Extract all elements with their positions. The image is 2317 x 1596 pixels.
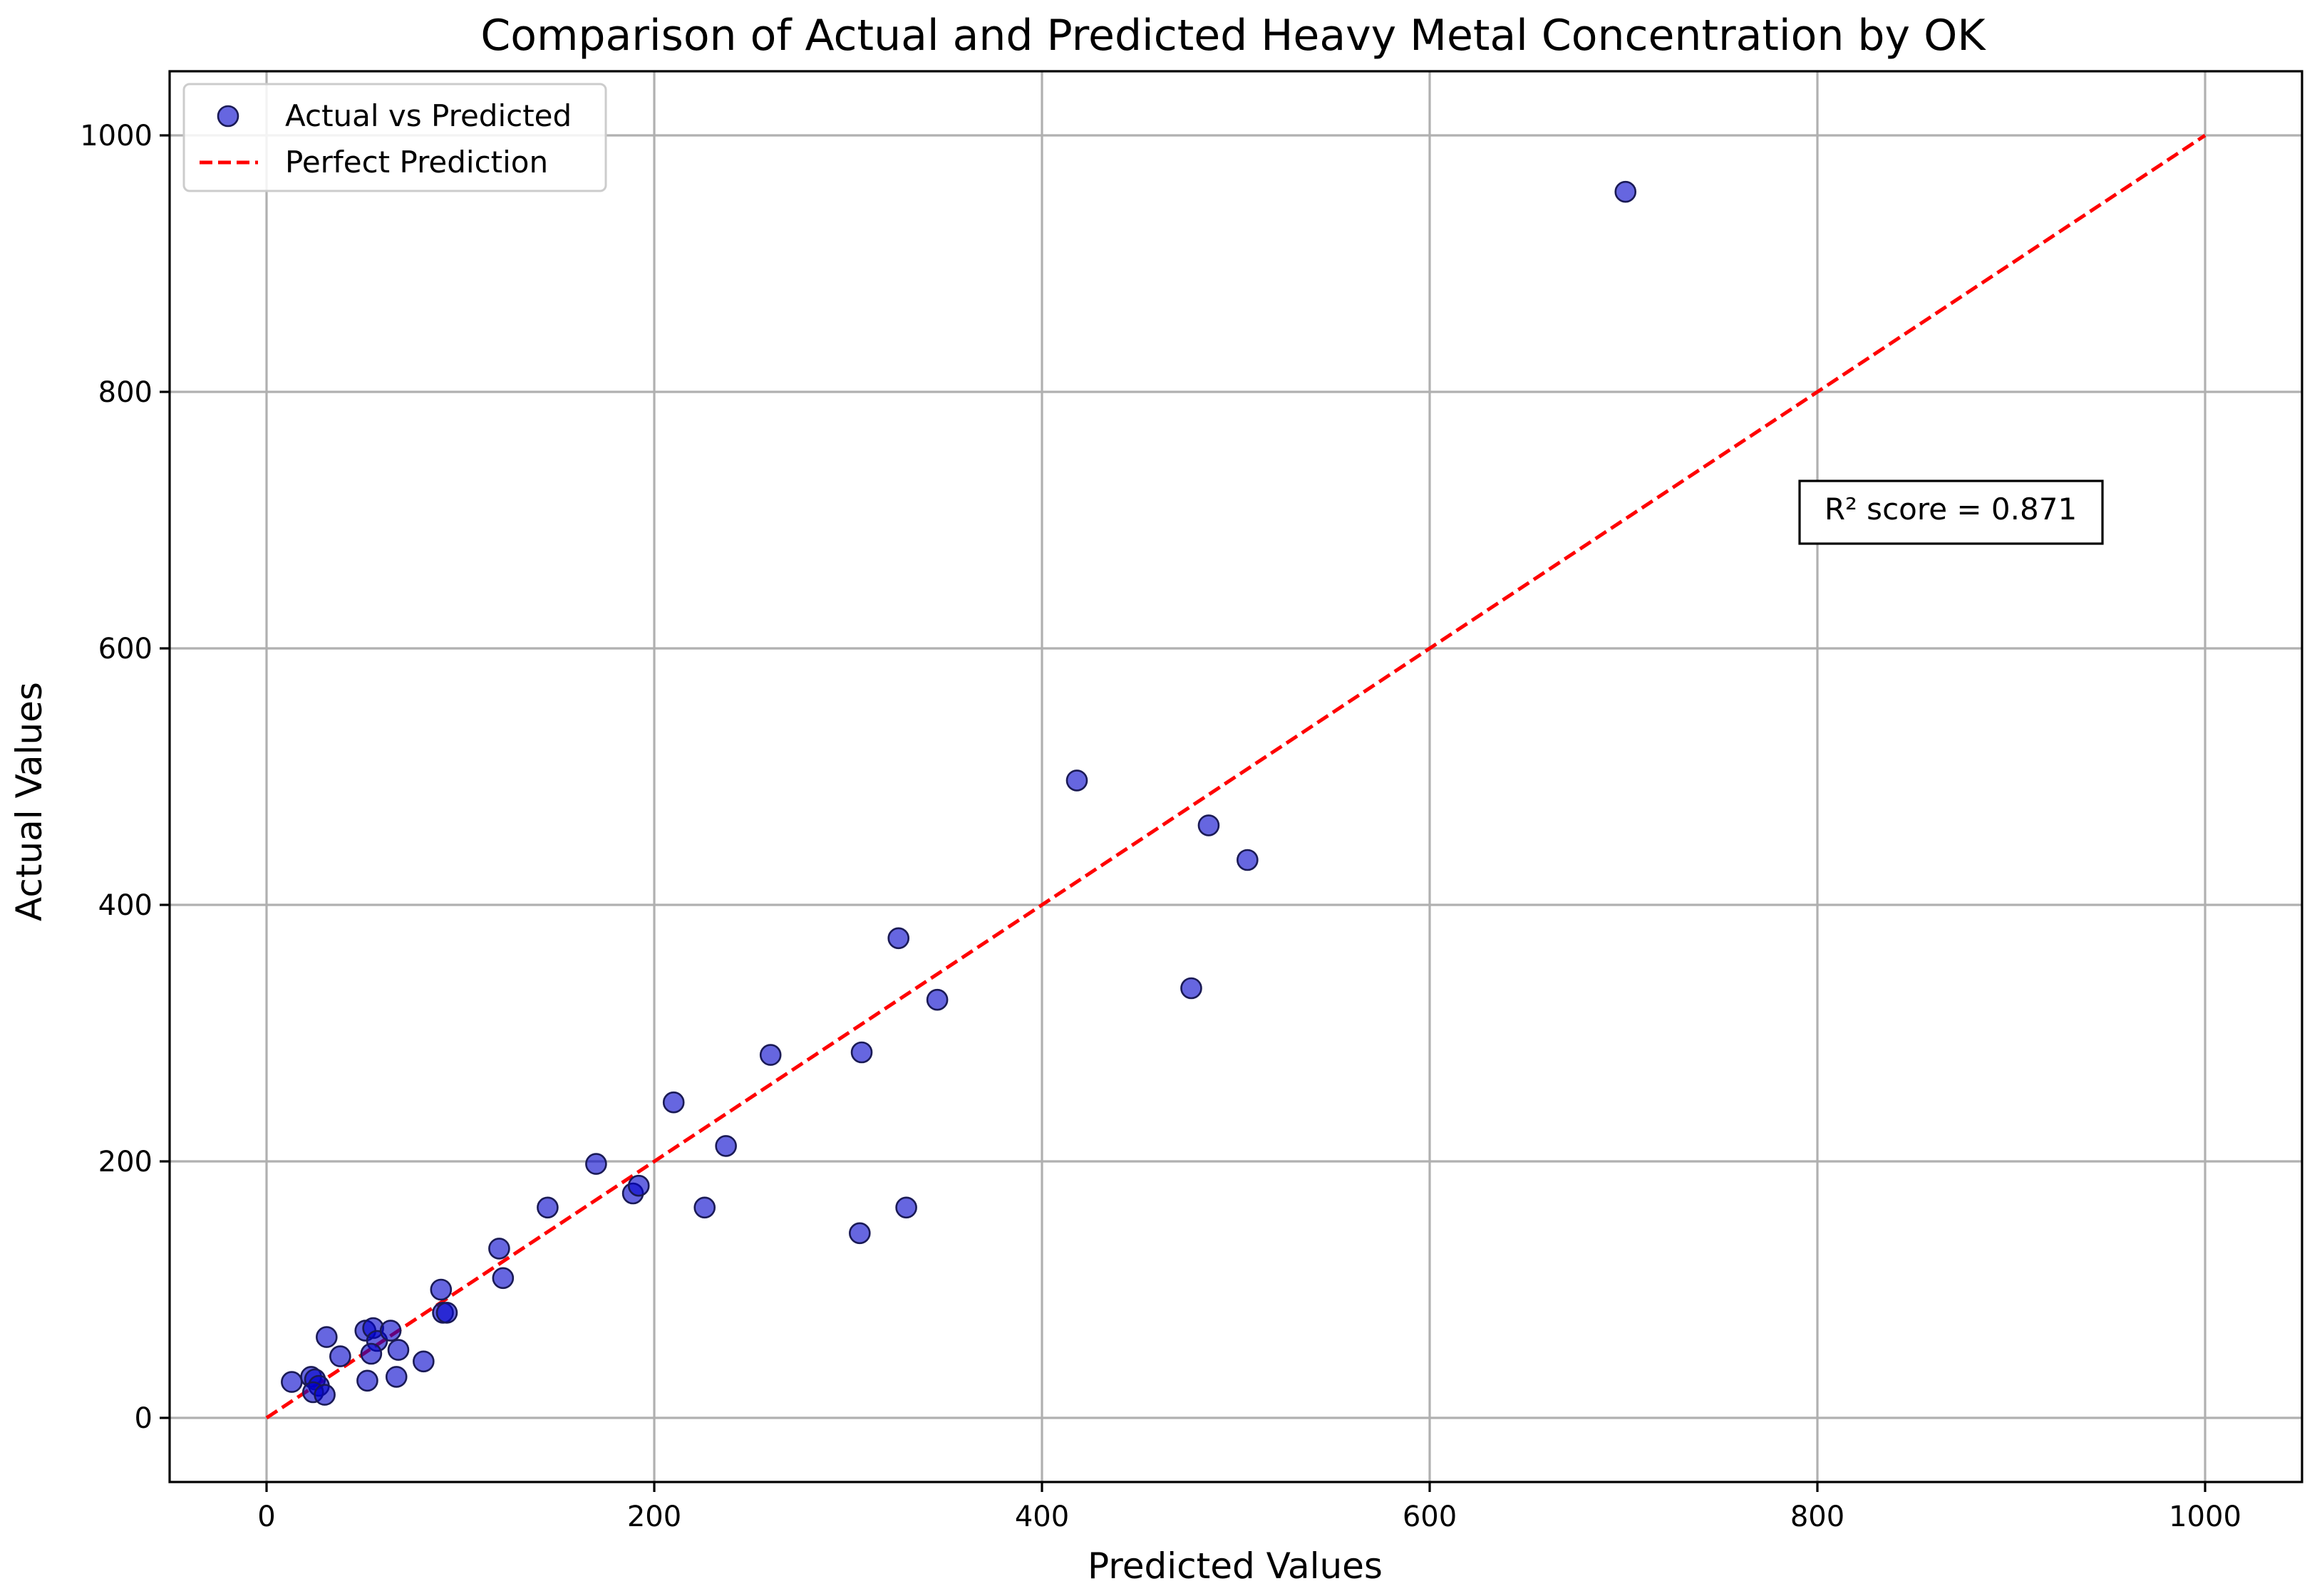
scatter-point [1614, 180, 1637, 203]
legend-label-line: Perfect Prediction [285, 145, 548, 180]
scatter-point [1237, 849, 1259, 871]
scatter-point [715, 1135, 737, 1157]
scatter-point [887, 927, 910, 950]
chart-title: Comparison of Actual and Predicted Heavy… [480, 11, 1986, 61]
x-tick-label: 200 [627, 1501, 681, 1533]
legend: Actual vs Predicted Perfect Prediction [182, 83, 607, 192]
scatter-point [627, 1174, 650, 1197]
annotation-text: R² score = 0.871 [1825, 492, 2077, 527]
scatter-point [1197, 814, 1220, 836]
scatter-point [693, 1196, 716, 1219]
y-tick-label: 0 [135, 1402, 153, 1435]
y-tick-label: 1000 [80, 120, 153, 152]
legend-box [182, 83, 607, 192]
annotation-box [1798, 480, 2104, 545]
scatter-point [379, 1320, 402, 1342]
y-tick-label: 200 [98, 1146, 153, 1178]
scatter-point [316, 1326, 338, 1348]
perfect-prediction-line [265, 133, 2207, 1420]
scatter-point [385, 1366, 408, 1388]
scatter-point [1180, 977, 1202, 1000]
scatter-point [849, 1222, 871, 1245]
x-tick-label: 600 [1403, 1501, 1457, 1533]
x-tick-label: 400 [1015, 1501, 1069, 1533]
scatter-point [585, 1153, 607, 1175]
scatter-point [662, 1091, 685, 1114]
scatter-points [281, 180, 1637, 1406]
scatter-point [926, 988, 949, 1011]
r2-annotation: R² score = 0.871 [1798, 480, 2104, 545]
scatter-point [1065, 770, 1088, 792]
scatter-point [314, 1384, 336, 1406]
scatter-point [329, 1345, 351, 1367]
scatter-point [435, 1302, 458, 1324]
scatter-point [895, 1196, 917, 1219]
y-tick-label: 400 [98, 889, 153, 922]
reference-line-group [265, 133, 2207, 1420]
scatter-point [488, 1238, 510, 1260]
y-axis-label: Actual Values [9, 682, 50, 921]
scatter-point [387, 1339, 410, 1361]
y-tick-label: 800 [98, 376, 153, 409]
scatter-point [430, 1278, 453, 1301]
scatter-point [537, 1196, 559, 1219]
x-tick-label: 0 [257, 1501, 275, 1533]
scatter-point [360, 1342, 383, 1365]
scatter-point [492, 1267, 515, 1290]
legend-scatter-marker [217, 105, 239, 128]
legend-label-scatter: Actual vs Predicted [285, 98, 572, 133]
scatter-point [413, 1350, 435, 1373]
x-tick-label: 800 [1790, 1501, 1844, 1533]
axis-ticks: 0 200 400 600 800 1000 0 200 400 600 800 1000 [80, 120, 2241, 1533]
x-axis-label: Predicted Values [1088, 1545, 1383, 1587]
plot-frame [168, 70, 2303, 1483]
scatter-point [356, 1369, 378, 1392]
y-tick-label: 600 [98, 633, 153, 665]
x-tick-label: 1000 [2169, 1501, 2241, 1533]
scatter-point [759, 1044, 782, 1066]
scatter-point [281, 1371, 303, 1393]
scatter-point [850, 1041, 873, 1064]
